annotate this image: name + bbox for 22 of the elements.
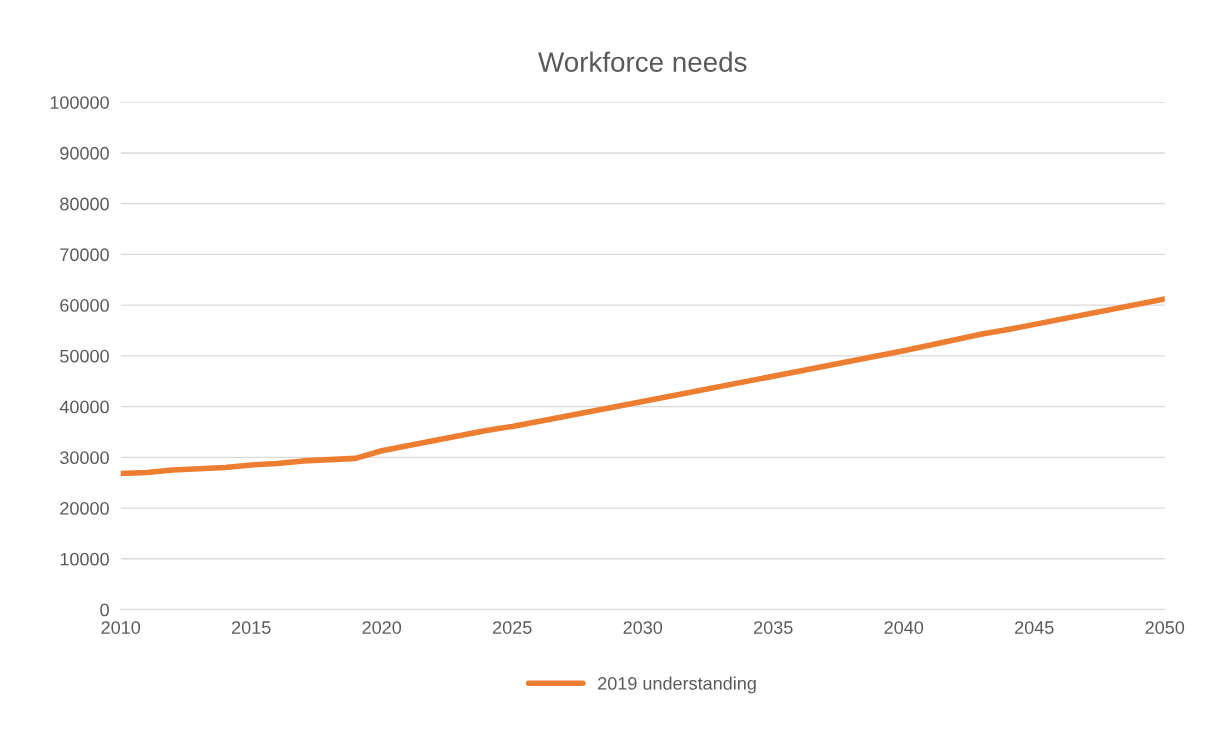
legend-label: 2019 understanding xyxy=(598,676,756,694)
x-tick-label: 2035 xyxy=(754,621,793,634)
y-tick-label: 50000 xyxy=(60,349,109,363)
x-tick-label: 2040 xyxy=(884,621,924,634)
y-tick-label: 90000 xyxy=(60,146,109,160)
x-tick-label: 2030 xyxy=(623,621,663,634)
x-tick-label: 2015 xyxy=(232,621,271,634)
y-tick-label: 70000 xyxy=(60,248,109,262)
y-tick-label: 40000 xyxy=(59,400,109,414)
x-tick-label: 2020 xyxy=(362,621,402,634)
y-tick-label: 100000 xyxy=(50,96,109,109)
y-tick-label: 80000 xyxy=(60,197,109,211)
x-tick-label: 2045 xyxy=(1015,621,1054,634)
y-tick-label: 30000 xyxy=(60,451,109,465)
y-tick-label: 10000 xyxy=(60,552,109,566)
x-tick-label: 2025 xyxy=(493,621,532,634)
y-tick-label: 20000 xyxy=(60,502,109,515)
chart-title: Workforce needs xyxy=(538,51,747,72)
x-tick-label: 2010 xyxy=(101,621,141,634)
y-tick-label: 60000 xyxy=(60,299,109,312)
x-tick-label: 2050 xyxy=(1145,621,1185,634)
y-tick-label: 0 xyxy=(100,603,109,617)
